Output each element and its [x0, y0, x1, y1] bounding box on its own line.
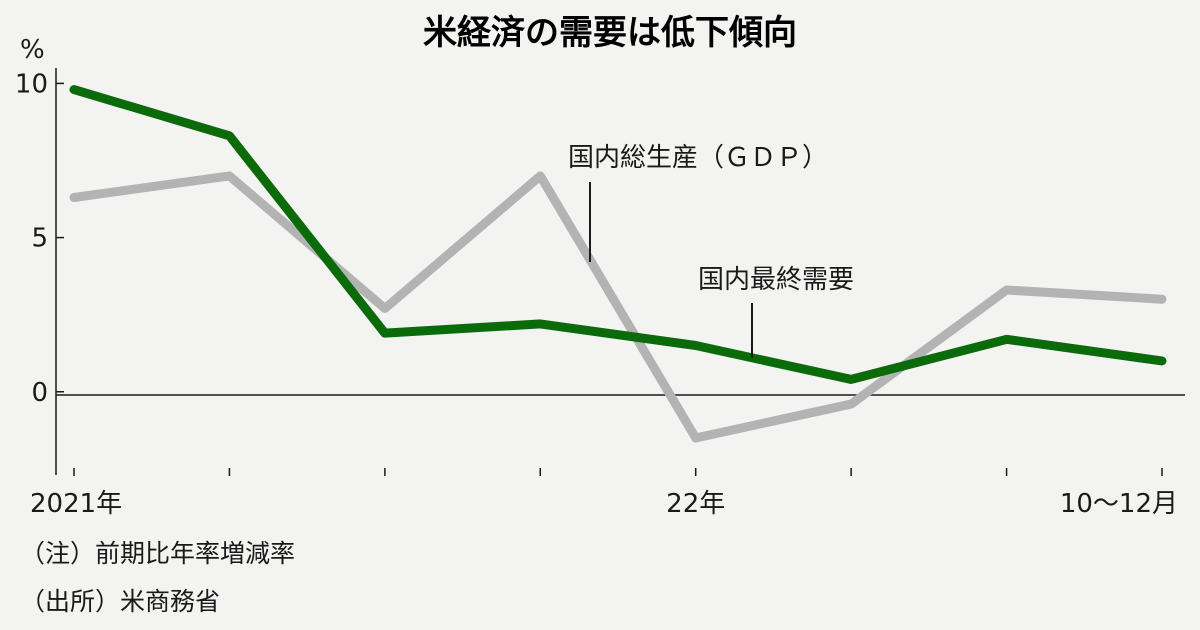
series-label-gdp: 国内総生産（ＧＤＰ） [568, 143, 828, 173]
series-line-domestic-final-demand [69, 85, 1167, 384]
x-tick-label: 2021年 [30, 489, 122, 519]
source-line: （出所）米商務省 [20, 587, 220, 616]
x-ticks: 2021年 22年 10～12月 [30, 468, 1178, 519]
chart-title: 米経済の需要は低下傾向 [423, 13, 797, 53]
series-lines [69, 85, 1167, 443]
y-ticks: 0 5 10 [15, 69, 64, 408]
x-tick-label: 10～12月 [1060, 489, 1178, 519]
y-tick-label: 10 [15, 69, 48, 99]
series-line-gdp [69, 171, 1167, 443]
x-tick-label: 22年 [666, 489, 725, 519]
y-axis-label: % [20, 35, 45, 65]
series-label-domestic-demand: 国内最終需要 [698, 265, 854, 295]
y-tick-label: 5 [31, 224, 48, 254]
y-tick-label: 0 [31, 378, 48, 408]
note-line: （注）前期比年率増減率 [20, 539, 295, 568]
